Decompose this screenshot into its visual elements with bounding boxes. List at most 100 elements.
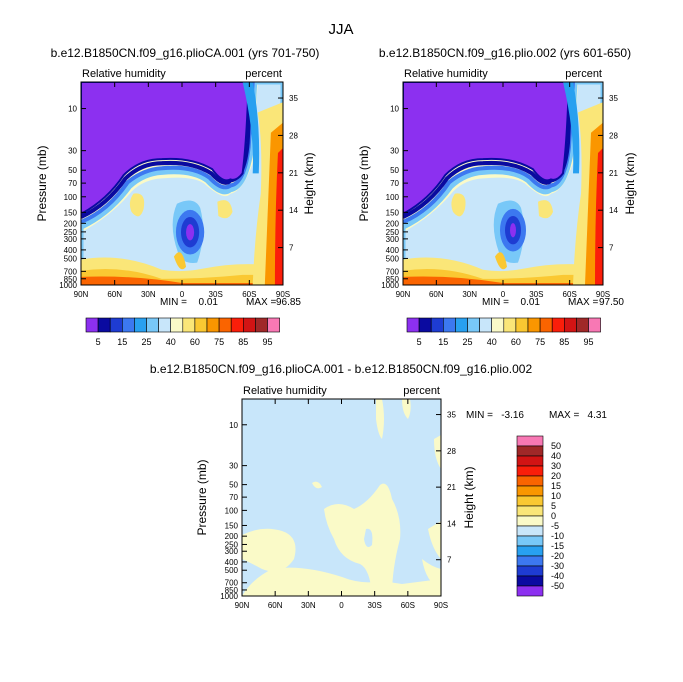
- y-right-tick-label: 21: [289, 169, 298, 178]
- y-right-tick-label: 21: [447, 483, 456, 492]
- colorbar-box: [243, 317, 256, 333]
- colorbar-box: [516, 465, 544, 477]
- colorbar-label: 20: [551, 471, 561, 481]
- colorbar-label: 5: [417, 337, 422, 347]
- y-tick-label: 500: [386, 254, 400, 263]
- colorbar-box: [516, 495, 544, 507]
- colorbar-label: 10: [551, 491, 561, 501]
- colorbar-box: [134, 317, 147, 333]
- y-right-tick-label: 14: [609, 206, 618, 215]
- y-tick-label: 10: [229, 421, 238, 430]
- x-tick-label: 30N: [462, 290, 477, 299]
- colorbar-box: [194, 317, 208, 333]
- colorbar-box: [122, 317, 135, 333]
- colorbar-box: [516, 535, 544, 547]
- y-tick-label: 850: [64, 275, 78, 284]
- y-tick-label: 400: [225, 558, 239, 567]
- colorbar-box: [563, 317, 577, 333]
- colorbar-box: [442, 317, 456, 333]
- axes-2: 90N 60N 30N 0 30S 60S 90S103050701001502002503…: [195, 399, 607, 610]
- y-tick-label: 1000: [381, 281, 399, 290]
- y-tick-label: 100: [225, 506, 239, 515]
- colorbar-box: [182, 317, 196, 333]
- axes-0: 90N 60N 30N 0 30S 60S 90S103050701001502002503…: [35, 82, 316, 308]
- colorbar-label: 5: [96, 337, 101, 347]
- colorbar-box: [516, 435, 544, 447]
- x-tick-label: 30S: [529, 290, 543, 299]
- x-tick-label: 0: [339, 601, 344, 610]
- colorbar-box: [516, 445, 544, 457]
- colorbar-box: [516, 525, 544, 537]
- colorbar-box: [516, 575, 544, 587]
- colorbar-box: [516, 555, 544, 567]
- colorbar-box: [230, 317, 244, 333]
- colorbar-label: -10: [551, 531, 564, 541]
- left-string: Relative humidity: [404, 68, 488, 80]
- x-tick-label: 90S: [434, 601, 448, 610]
- colorbar-label: 75: [214, 337, 224, 347]
- panel-plio: b.e12.B1850CN.f09_g16.plio.002 (yrs 601-…: [379, 46, 631, 286]
- y-tick-label: 30: [390, 147, 399, 156]
- max-label: MAX =: [549, 410, 579, 421]
- y-tick-label: 150: [386, 208, 400, 217]
- colorbar-box: [218, 317, 232, 333]
- y-tick-label: 300: [225, 547, 239, 556]
- colorbar-label: 85: [238, 337, 248, 347]
- x-tick-label: 60N: [429, 290, 444, 299]
- colorbar-box: [551, 317, 565, 333]
- colorbar-box: [109, 317, 123, 333]
- y-tick-label: 70: [390, 179, 399, 188]
- colorbar-box: [255, 317, 268, 333]
- colorbar-label: 5: [551, 501, 556, 511]
- y-axis-label-right: Height (km): [623, 152, 637, 214]
- y-tick-label: 150: [225, 521, 239, 530]
- y-tick-label: 700: [64, 267, 78, 276]
- rh-colorbar-0: 5 15 25 40 60 75 85 95: [85, 317, 280, 347]
- x-tick-label: 30S: [368, 601, 382, 610]
- colorbar-box: [588, 317, 601, 333]
- y-tick-label: 200: [386, 219, 400, 228]
- x-tick-label: 90N: [74, 290, 89, 299]
- y-tick-label: 250: [225, 540, 239, 549]
- colorbar-box: [516, 505, 544, 517]
- colorbar-label: 95: [262, 337, 272, 347]
- rh-contour-field: [81, 82, 283, 285]
- colorbar-box: [515, 317, 529, 333]
- y-right-tick-label: 28: [447, 447, 456, 456]
- y-tick-label: 300: [64, 235, 78, 244]
- max-value: 96.85: [276, 297, 301, 308]
- x-tick-label: 60N: [107, 290, 122, 299]
- y-tick-label: 10: [390, 105, 399, 114]
- y-tick-label: 50: [390, 166, 399, 175]
- colorbar-label: 40: [166, 337, 176, 347]
- colorbar-box: [455, 317, 468, 333]
- colorbar-label: -30: [551, 561, 564, 571]
- colorbar-box: [516, 515, 544, 527]
- colorbar-label: 40: [551, 451, 561, 461]
- y-tick-label: 70: [229, 493, 238, 502]
- y-tick-label: 400: [386, 246, 400, 255]
- colorbar-label: -50: [551, 581, 564, 591]
- colorbar-label: 0: [551, 511, 556, 521]
- colorbar-box: [418, 317, 432, 333]
- colorbar-label: 15: [438, 337, 448, 347]
- colorbar-label: 30: [551, 461, 561, 471]
- right-string: percent: [565, 68, 602, 80]
- right-string: percent: [403, 385, 440, 397]
- left-string: Relative humidity: [82, 68, 166, 80]
- y-tick-label: 100: [386, 193, 400, 202]
- y-tick-label: 850: [386, 275, 400, 284]
- axes-1: 90N 60N 30N 0 30S 60S 90S103050701001502002503…: [357, 82, 637, 308]
- y-right-tick-label: 35: [609, 94, 618, 103]
- y-tick-label: 250: [64, 228, 78, 237]
- x-tick-label: 30S: [209, 290, 223, 299]
- x-tick-label: 90S: [276, 290, 290, 299]
- y-axis-label-right: Height (km): [462, 466, 476, 528]
- colorbar-box: [170, 317, 184, 333]
- max-label: MAX =: [568, 297, 598, 308]
- max-label: MAX =: [246, 297, 276, 308]
- y-axis-label: Pressure (mb): [195, 459, 209, 535]
- colorbar-label: 60: [190, 337, 200, 347]
- x-tick-label: 60S: [401, 601, 415, 610]
- y-right-tick-label: 21: [609, 169, 618, 178]
